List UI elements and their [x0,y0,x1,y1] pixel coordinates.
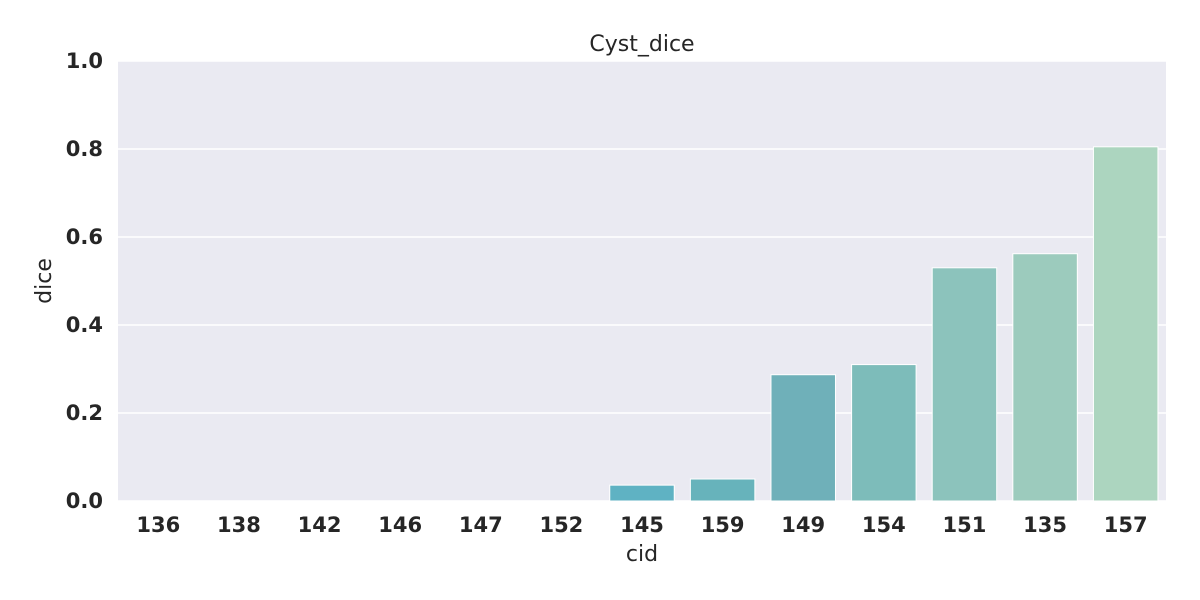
y-tick-label: 1.0 [66,49,103,73]
x-tick-label: 154 [862,513,906,537]
x-tick-label: 145 [620,513,664,537]
y-tick-labels: 0.0 0.2 0.4 0.6 0.8 1.0 [66,49,103,513]
x-tick-labels: 136 138 142 146 147 152 145 159 149 154 151 135 157 [136,513,1147,537]
x-tick-label: 151 [943,513,987,537]
y-tick-label: 0.6 [66,225,103,249]
bar-145 [609,484,675,502]
x-tick-label: 138 [217,513,261,537]
bar-159 [689,478,756,502]
x-tick-label: 149 [781,513,825,537]
y-tick-label: 0.2 [66,401,103,425]
x-tick-label: 146 [378,513,422,537]
bar-135 [1012,253,1078,502]
y-axis-label: dice [32,258,57,304]
y-tick-label: 0.4 [66,313,103,337]
bar-149 [770,374,836,502]
bar-154 [851,364,917,502]
plot-area [118,61,1166,501]
x-tick-label: 152 [539,513,583,537]
x-tick-label: 135 [1023,513,1067,537]
x-tick-label: 147 [459,513,503,537]
y-tick-label: 0.8 [66,137,103,161]
y-tick-label: 0.0 [66,489,103,513]
x-tick-label: 157 [1104,513,1148,537]
x-tick-label: 136 [136,513,180,537]
chart-title: Cyst_dice [589,32,694,57]
x-tick-label: 159 [701,513,745,537]
bars [609,146,1159,502]
x-tick-label: 142 [298,513,342,537]
bar-151 [931,267,998,502]
bar-157 [1092,146,1159,502]
x-axis-label: cid [626,542,658,567]
